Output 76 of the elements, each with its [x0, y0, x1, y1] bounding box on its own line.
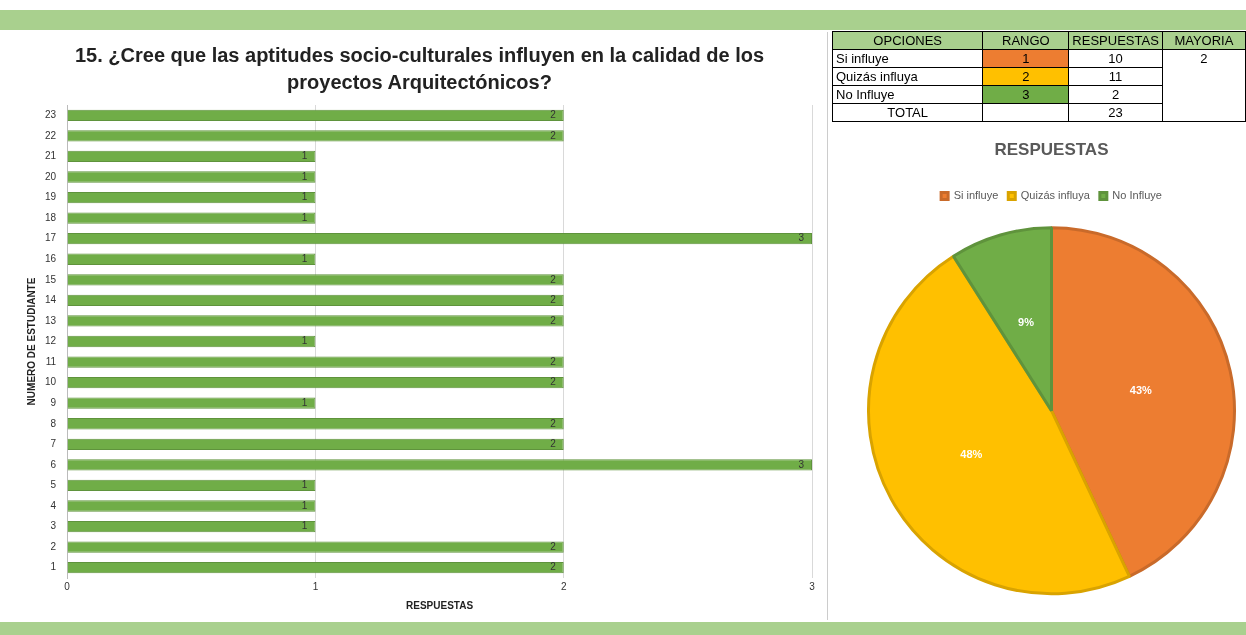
data-label: 1: [301, 479, 308, 491]
data-label: 1: [301, 211, 308, 223]
y-tick-label: 19: [45, 191, 57, 203]
text: 10: [1108, 51, 1123, 66]
chart-title: 15. ¿Cree que las aptitudes socio-culturales influyen en la calidad de los proyectos Arquitectónicos?: [73, 43, 766, 95]
y-tick-label: 2: [50, 540, 57, 552]
data-label: 2: [550, 438, 557, 450]
y-tick-label: 13: [45, 314, 57, 326]
data-label: 1: [301, 252, 308, 264]
y-tick-label: 7: [50, 438, 57, 450]
category-label: 3: [1022, 87, 1030, 102]
data-label: 1: [301, 150, 308, 162]
legend-label: Quizás influya: [1020, 188, 1091, 201]
x-tick-label: 3: [809, 580, 816, 592]
x-tick-label: 0: [64, 580, 71, 592]
data-label: 2: [550, 273, 557, 285]
y-tick-label: 22: [45, 129, 57, 141]
y-tick-label: 9: [50, 396, 57, 408]
y-tick-label: 20: [45, 170, 57, 182]
data-label: 2: [550, 561, 557, 573]
y-tick-label: 1: [50, 561, 57, 573]
data-label: 2: [550, 376, 557, 388]
text: MAYORIA: [1174, 33, 1234, 48]
text: RANGO: [1002, 33, 1050, 48]
data-label: 3: [798, 458, 805, 470]
data-label: 1: [301, 170, 308, 182]
text: No Influye: [836, 87, 895, 102]
data-label: 1: [301, 499, 308, 511]
data-label: 1: [301, 520, 308, 532]
data-label: 9%: [1018, 315, 1035, 328]
legend-label: No Influye: [1112, 188, 1162, 201]
y-tick-label: 15: [45, 273, 57, 285]
y-tick-label: 5: [50, 479, 57, 491]
category-label: 1: [1022, 51, 1030, 66]
y-tick-label: 8: [50, 417, 57, 429]
data-label: 1: [301, 396, 308, 408]
data-label: 2: [550, 109, 557, 121]
category-label: 2: [1111, 87, 1120, 102]
text: Si influye: [836, 51, 889, 66]
y-tick-label: 16: [45, 252, 57, 264]
y-tick-label: 18: [45, 211, 57, 223]
y-tick-label: 11: [45, 355, 57, 367]
category-label: 2: [1022, 69, 1030, 84]
data-label: 2: [550, 417, 557, 429]
y-tick-label: 23: [45, 109, 57, 121]
text: 23: [1108, 105, 1123, 120]
data-label: 2: [550, 540, 557, 552]
data-label: 2: [550, 314, 557, 326]
text: OPCIONES: [873, 33, 942, 48]
x-tick-label: 1: [312, 580, 319, 592]
data-label: 43%: [1129, 383, 1153, 396]
data-label: 1: [301, 191, 308, 203]
y-tick-label: 3: [50, 520, 57, 532]
y-tick-label: 12: [45, 335, 57, 347]
y-tick-label: 17: [45, 232, 57, 244]
data-label: 48%: [960, 447, 983, 460]
y-tick-label: 4: [50, 499, 57, 511]
text: RESPUESTAS: [1072, 33, 1159, 48]
data-label: 2: [550, 294, 557, 306]
category-label: 11: [1108, 69, 1123, 84]
text: TOTAL: [887, 105, 929, 120]
data-label: 1: [301, 335, 308, 347]
data-label: 2: [550, 129, 557, 141]
y-tick-label: 14: [45, 294, 57, 306]
data-label: 3: [798, 232, 805, 244]
category-label: 2: [1200, 51, 1208, 67]
data-label: 2: [550, 355, 557, 367]
legend-label: Si influye: [953, 188, 999, 201]
y-tick-label: 10: [45, 376, 57, 388]
y-tick-label: 6: [50, 458, 57, 470]
text: Quizás influya: [836, 69, 918, 84]
x-tick-label: 2: [560, 580, 567, 592]
x-axis-title: RESPUESTAS: [406, 599, 474, 611]
chart-title: RESPUESTAS: [994, 139, 1109, 159]
y-axis-title: NUMERO DE ESTUDIANTE: [25, 277, 37, 406]
y-tick-label: 21: [45, 150, 57, 162]
